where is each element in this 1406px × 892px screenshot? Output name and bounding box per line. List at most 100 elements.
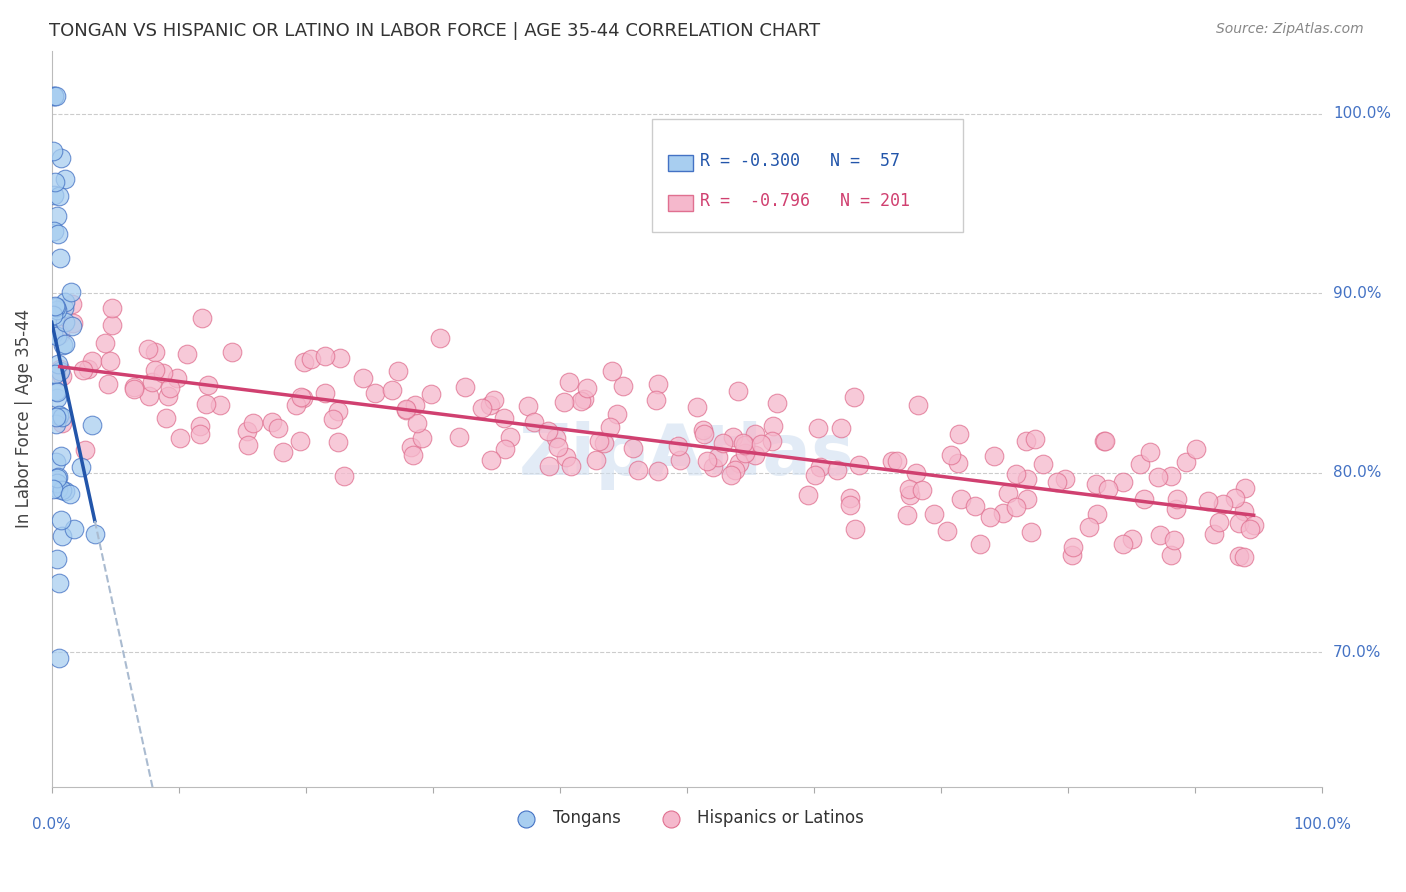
Point bbox=[1062, 540, 1084, 554]
Point bbox=[647, 464, 669, 478]
Point bbox=[45, 88, 67, 103]
Point bbox=[53, 337, 76, 351]
Point bbox=[449, 429, 471, 443]
Point bbox=[936, 524, 959, 539]
Point bbox=[1234, 481, 1257, 495]
Point bbox=[544, 431, 567, 445]
Point bbox=[411, 431, 433, 445]
Point bbox=[197, 378, 219, 392]
Point bbox=[728, 457, 751, 471]
Point bbox=[939, 449, 962, 463]
Point bbox=[62, 316, 84, 330]
Text: 0.0%: 0.0% bbox=[32, 817, 72, 832]
Point bbox=[381, 384, 404, 398]
Point bbox=[48, 327, 70, 342]
Point bbox=[242, 417, 264, 431]
Point bbox=[314, 350, 336, 364]
Point bbox=[922, 508, 945, 522]
Point bbox=[290, 390, 312, 404]
Point bbox=[94, 336, 117, 351]
Point bbox=[1121, 533, 1143, 547]
Point bbox=[267, 421, 290, 435]
Point bbox=[387, 364, 409, 378]
Point bbox=[141, 375, 163, 389]
Text: 70.0%: 70.0% bbox=[1333, 645, 1381, 660]
Point bbox=[1092, 434, 1115, 448]
Point bbox=[1053, 472, 1076, 486]
Point bbox=[720, 467, 742, 482]
Point bbox=[51, 410, 73, 425]
Point bbox=[1149, 528, 1171, 542]
Point bbox=[1021, 525, 1043, 540]
Point bbox=[1202, 527, 1225, 541]
Point bbox=[766, 396, 789, 410]
Point bbox=[979, 509, 1001, 524]
Point bbox=[195, 397, 218, 411]
Point bbox=[517, 399, 540, 413]
Point bbox=[51, 151, 73, 165]
Point bbox=[1212, 497, 1234, 511]
Point bbox=[62, 297, 84, 311]
Point bbox=[48, 251, 70, 265]
Point bbox=[1163, 533, 1185, 547]
Point bbox=[44, 299, 66, 313]
Point bbox=[1032, 457, 1054, 471]
Point bbox=[138, 342, 160, 356]
Point bbox=[997, 485, 1019, 500]
Point bbox=[886, 454, 908, 468]
Point bbox=[46, 551, 69, 566]
Point bbox=[1015, 472, 1038, 486]
Legend: Tongans, Hispanics or Latinos: Tongans, Hispanics or Latinos bbox=[503, 803, 870, 834]
Point bbox=[42, 88, 65, 103]
Point bbox=[558, 375, 581, 389]
Point bbox=[53, 315, 76, 329]
Text: 80.0%: 80.0% bbox=[1333, 465, 1381, 480]
Point bbox=[1077, 519, 1099, 533]
Point bbox=[1166, 492, 1188, 507]
Point bbox=[401, 448, 423, 462]
Point bbox=[1112, 475, 1135, 489]
Point bbox=[1160, 469, 1182, 483]
Point bbox=[749, 437, 772, 451]
Point bbox=[585, 452, 607, 467]
Point bbox=[702, 460, 724, 475]
Point bbox=[48, 650, 70, 665]
Point bbox=[328, 404, 350, 418]
Point bbox=[904, 466, 927, 480]
Point bbox=[73, 442, 96, 457]
Point bbox=[169, 431, 191, 445]
Point bbox=[97, 376, 120, 391]
Point bbox=[696, 454, 718, 468]
Point bbox=[395, 401, 418, 416]
Point bbox=[326, 435, 349, 450]
Point bbox=[143, 363, 166, 377]
Point bbox=[1147, 470, 1170, 484]
Point bbox=[83, 527, 105, 541]
Point bbox=[58, 487, 80, 501]
Point bbox=[645, 392, 668, 407]
Point bbox=[969, 537, 991, 551]
Point bbox=[621, 441, 644, 455]
Point bbox=[45, 384, 67, 398]
Point bbox=[1175, 455, 1198, 469]
Point bbox=[53, 172, 76, 186]
Point bbox=[482, 392, 505, 407]
Point bbox=[404, 398, 426, 412]
Point bbox=[152, 366, 174, 380]
Point bbox=[711, 436, 734, 450]
Point bbox=[848, 458, 870, 472]
Point bbox=[1160, 548, 1182, 562]
Point bbox=[49, 364, 72, 378]
Point bbox=[606, 407, 628, 421]
Point bbox=[499, 429, 522, 443]
Point bbox=[406, 417, 429, 431]
Point bbox=[1233, 504, 1256, 518]
Point bbox=[1197, 494, 1219, 508]
Point bbox=[45, 417, 67, 432]
Point bbox=[51, 368, 73, 383]
Point bbox=[593, 435, 616, 450]
Point bbox=[429, 331, 451, 345]
Point bbox=[284, 397, 307, 411]
Point bbox=[1139, 444, 1161, 458]
Point bbox=[236, 425, 259, 439]
